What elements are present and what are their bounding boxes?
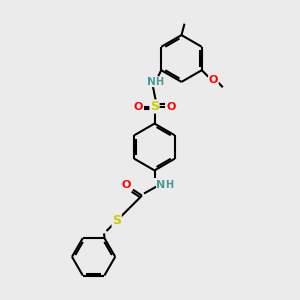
Text: O: O: [122, 180, 131, 190]
Text: O: O: [209, 75, 218, 85]
Text: S: S: [150, 100, 159, 113]
Text: N: N: [147, 76, 156, 87]
Text: O: O: [133, 101, 143, 112]
Text: O: O: [166, 101, 176, 112]
Text: H: H: [155, 77, 164, 87]
Text: H: H: [165, 180, 174, 190]
Text: S: S: [112, 214, 121, 227]
Text: N: N: [157, 179, 166, 190]
